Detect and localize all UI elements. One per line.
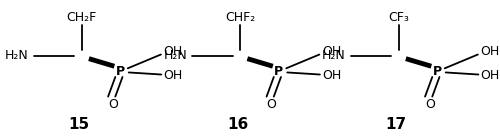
Text: P: P bbox=[432, 65, 442, 78]
Text: O: O bbox=[425, 98, 435, 111]
Text: CH₂F: CH₂F bbox=[66, 11, 97, 24]
Text: H₂N: H₂N bbox=[5, 49, 29, 62]
Text: P: P bbox=[274, 65, 283, 78]
Text: OH: OH bbox=[164, 69, 182, 82]
Text: OH: OH bbox=[480, 69, 500, 82]
Text: H₂N: H₂N bbox=[164, 49, 188, 62]
Text: 16: 16 bbox=[227, 117, 248, 132]
Text: OH: OH bbox=[322, 69, 341, 82]
Text: O: O bbox=[266, 98, 276, 111]
Text: OH: OH bbox=[480, 45, 500, 58]
Text: 15: 15 bbox=[68, 117, 90, 132]
Text: O: O bbox=[108, 98, 118, 111]
Text: H₂N: H₂N bbox=[322, 49, 346, 62]
Text: CHF₂: CHF₂ bbox=[225, 11, 256, 24]
Text: CF₃: CF₃ bbox=[388, 11, 409, 24]
Text: OH: OH bbox=[322, 45, 341, 58]
Text: OH: OH bbox=[164, 45, 182, 58]
Text: 17: 17 bbox=[386, 117, 407, 132]
Text: P: P bbox=[116, 65, 124, 78]
